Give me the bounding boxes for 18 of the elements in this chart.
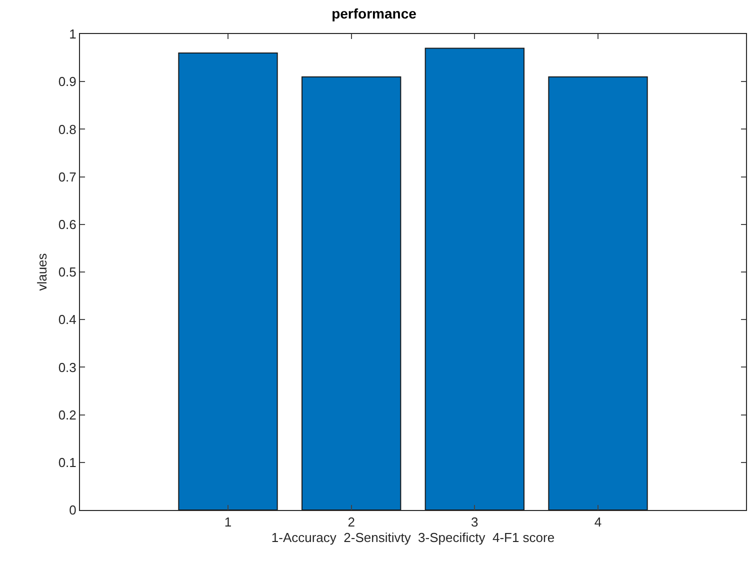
y-tick-label: 0.2 [58,407,76,422]
x-tick-label: 2 [348,514,355,530]
x-axis-title: 1-Accuracy 2-Sensitivty 3-Specificty 4-F1 score [271,530,555,546]
y-tick-label: 0.9 [58,74,76,90]
x-tick-label: 3 [471,514,478,530]
x-tick-label: 4 [594,514,602,530]
y-axis-title: vlaues [34,252,50,291]
x-tick-label: 1 [224,514,232,530]
y-tick-label: 0 [69,502,76,518]
y-tick-label: 0.4 [58,312,76,328]
y-tick-label: 0.6 [58,216,76,232]
y-tick-label: 0.1 [58,454,76,470]
y-tick-label: 0.7 [58,169,76,184]
y-tick-label: 0.8 [58,122,76,137]
y-tick-label: 0.3 [58,360,76,375]
y-tick-label: 1 [69,26,76,42]
chart-title: performance [332,5,417,22]
y-tick-label: 0.5 [58,264,76,280]
